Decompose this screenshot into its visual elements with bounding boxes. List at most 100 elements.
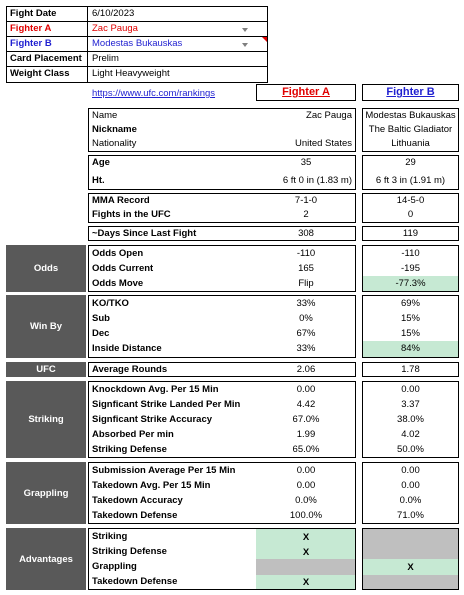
submission-avg-b: 0.00 bbox=[401, 465, 420, 476]
fighter-b-select[interactable]: Modestas Bukauskas bbox=[92, 38, 183, 49]
adv-grappling-label: Grappling bbox=[92, 561, 137, 572]
mma-record-a: 7-1-0 bbox=[294, 195, 318, 206]
advantages-section-label: Advantages bbox=[6, 528, 86, 590]
adv-striking-defense-label: Striking Defense bbox=[92, 546, 167, 557]
average-rounds-b: 1.78 bbox=[401, 364, 420, 375]
fighter-a-header-label: Fighter A bbox=[282, 86, 330, 98]
odds-move-label: Odds Move bbox=[92, 278, 144, 289]
record-block-left bbox=[88, 193, 356, 223]
dec-a: 67% bbox=[296, 328, 316, 339]
physical-block-right bbox=[362, 155, 459, 190]
takedown-avg-a: 0.00 bbox=[296, 480, 316, 491]
fighter-b-label: Fighter B bbox=[10, 38, 52, 49]
ko-tko-label: KO/TKO bbox=[92, 298, 129, 309]
sig-strike-accuracy-a: 67.0% bbox=[292, 414, 320, 425]
sig-strikes-landed-label: Signficant Strike Landed Per Min bbox=[92, 399, 241, 410]
comment-marker-icon bbox=[262, 37, 267, 42]
nationality-label: Nationality bbox=[92, 138, 137, 149]
chevron-down-icon[interactable] bbox=[242, 28, 248, 32]
takedown-avg-label: Takedown Avg. Per 15 Min bbox=[92, 480, 211, 491]
ufc-fights-a: 2 bbox=[303, 209, 309, 220]
striking-defense-label: Striking Defense bbox=[92, 444, 167, 455]
fighter-b-header-label: Fighter B bbox=[386, 86, 435, 98]
adv-b-grey-bottom bbox=[362, 575, 459, 590]
adv-tdd-a-highlight bbox=[256, 575, 356, 590]
odds-move-b: -77.3% bbox=[395, 278, 426, 289]
adv-striking-defense-a: X bbox=[302, 547, 310, 558]
odds-open-b: -110 bbox=[401, 248, 420, 259]
winby-block-left bbox=[88, 295, 356, 358]
striking-defense-a: 65.0% bbox=[292, 444, 320, 455]
sub-a: 0% bbox=[299, 313, 313, 324]
submission-avg-label: Submission Average Per 15 Min bbox=[92, 465, 236, 476]
mma-record-label: MMA Record bbox=[92, 195, 150, 206]
nickname-label: Nickname bbox=[92, 124, 137, 135]
age-b: 29 bbox=[405, 157, 416, 168]
age-a: 35 bbox=[300, 157, 312, 168]
grappling-block-right bbox=[362, 462, 459, 524]
sub-label: Sub bbox=[92, 313, 110, 324]
rankings-link[interactable]: https://www.ufc.com/rankings bbox=[92, 88, 216, 99]
grappling-section-label: Grappling bbox=[6, 462, 86, 524]
odds-block-right bbox=[362, 245, 459, 292]
fight-date-value[interactable]: 6/10/2023 bbox=[92, 8, 135, 19]
advantages-block-right bbox=[362, 528, 459, 590]
winby-section-label: Win By bbox=[6, 295, 86, 358]
sig-strike-accuracy-b: 38.0% bbox=[397, 414, 424, 425]
striking-block-left bbox=[88, 381, 356, 458]
ko-tko-b: 69% bbox=[400, 298, 420, 309]
sig-strike-accuracy-label: Signficant Strike Accuracy bbox=[92, 414, 213, 425]
fight-info-table bbox=[6, 6, 268, 83]
height-a: 6 ft 0 in (1.83 m) bbox=[282, 175, 352, 186]
physical-block-left bbox=[88, 155, 356, 190]
striking-block-right bbox=[362, 381, 459, 458]
winby-block-right bbox=[362, 295, 459, 358]
fighter-b-column-header bbox=[362, 84, 459, 101]
takedown-avg-b: 0.00 bbox=[401, 480, 420, 491]
grappling-block-left bbox=[88, 462, 356, 524]
fighter-a-column-header bbox=[256, 84, 356, 101]
record-block-right bbox=[362, 193, 459, 223]
adv-takedown-defense-a: X bbox=[302, 577, 310, 588]
nickname-b: The Baltic Gladiator bbox=[368, 124, 453, 135]
inside-distance-a: 33% bbox=[296, 343, 316, 354]
odds-open-a: -110 bbox=[296, 248, 316, 259]
ufc-block-left bbox=[88, 362, 356, 377]
takedown-accuracy-a: 0.0% bbox=[295, 495, 317, 506]
submission-avg-a: 0.00 bbox=[296, 465, 316, 476]
mma-record-b: 14-5-0 bbox=[396, 195, 425, 206]
card-placement-value[interactable]: Prelim bbox=[92, 53, 119, 64]
odds-move-b-highlight bbox=[362, 276, 459, 292]
odds-current-b: -195 bbox=[400, 263, 420, 274]
bio-block-left bbox=[88, 108, 356, 152]
nationality-b: Lithuania bbox=[391, 138, 430, 149]
knockdown-avg-b: 0.00 bbox=[401, 384, 420, 395]
ko-tko-a: 33% bbox=[296, 298, 316, 309]
absorbed-per-min-b: 4.02 bbox=[401, 429, 420, 440]
sig-strikes-landed-b: 3.37 bbox=[401, 399, 420, 410]
fighter-a-select[interactable]: Zac Pauga bbox=[92, 23, 138, 34]
ufc-fights-b: 0 bbox=[407, 209, 414, 220]
fight-info-divider bbox=[87, 6, 88, 83]
bio-block-right bbox=[362, 108, 459, 152]
inside-distance-b-highlight bbox=[362, 341, 459, 358]
odds-open-label: Odds Open bbox=[92, 248, 144, 259]
weight-class-value[interactable]: Light Heavyweight bbox=[92, 68, 170, 79]
ufc-fights-label: Fights in the UFC bbox=[92, 209, 171, 220]
takedown-defense-b: 71.0% bbox=[397, 510, 424, 521]
card-placement-label: Card Placement bbox=[10, 53, 82, 64]
name-label: Name bbox=[92, 110, 118, 121]
adv-striking-a: X bbox=[302, 532, 310, 543]
average-rounds-a: 2.06 bbox=[296, 364, 316, 375]
average-rounds-label: Average Rounds bbox=[92, 364, 168, 375]
takedown-defense-label: Takedown Defense bbox=[92, 510, 178, 521]
ufc-section-label: UFC bbox=[6, 362, 86, 377]
absorbed-per-min-label: Absorbed Per min bbox=[92, 429, 174, 440]
fight-date-label: Fight Date bbox=[10, 8, 57, 19]
odds-current-a: 165 bbox=[298, 263, 314, 274]
odds-block-left bbox=[88, 245, 356, 292]
fighter-a-label: Fighter A bbox=[10, 23, 52, 34]
chevron-down-icon[interactable] bbox=[242, 43, 248, 47]
weight-class-label: Weight Class bbox=[10, 68, 70, 79]
striking-section-label: Striking bbox=[6, 381, 86, 458]
